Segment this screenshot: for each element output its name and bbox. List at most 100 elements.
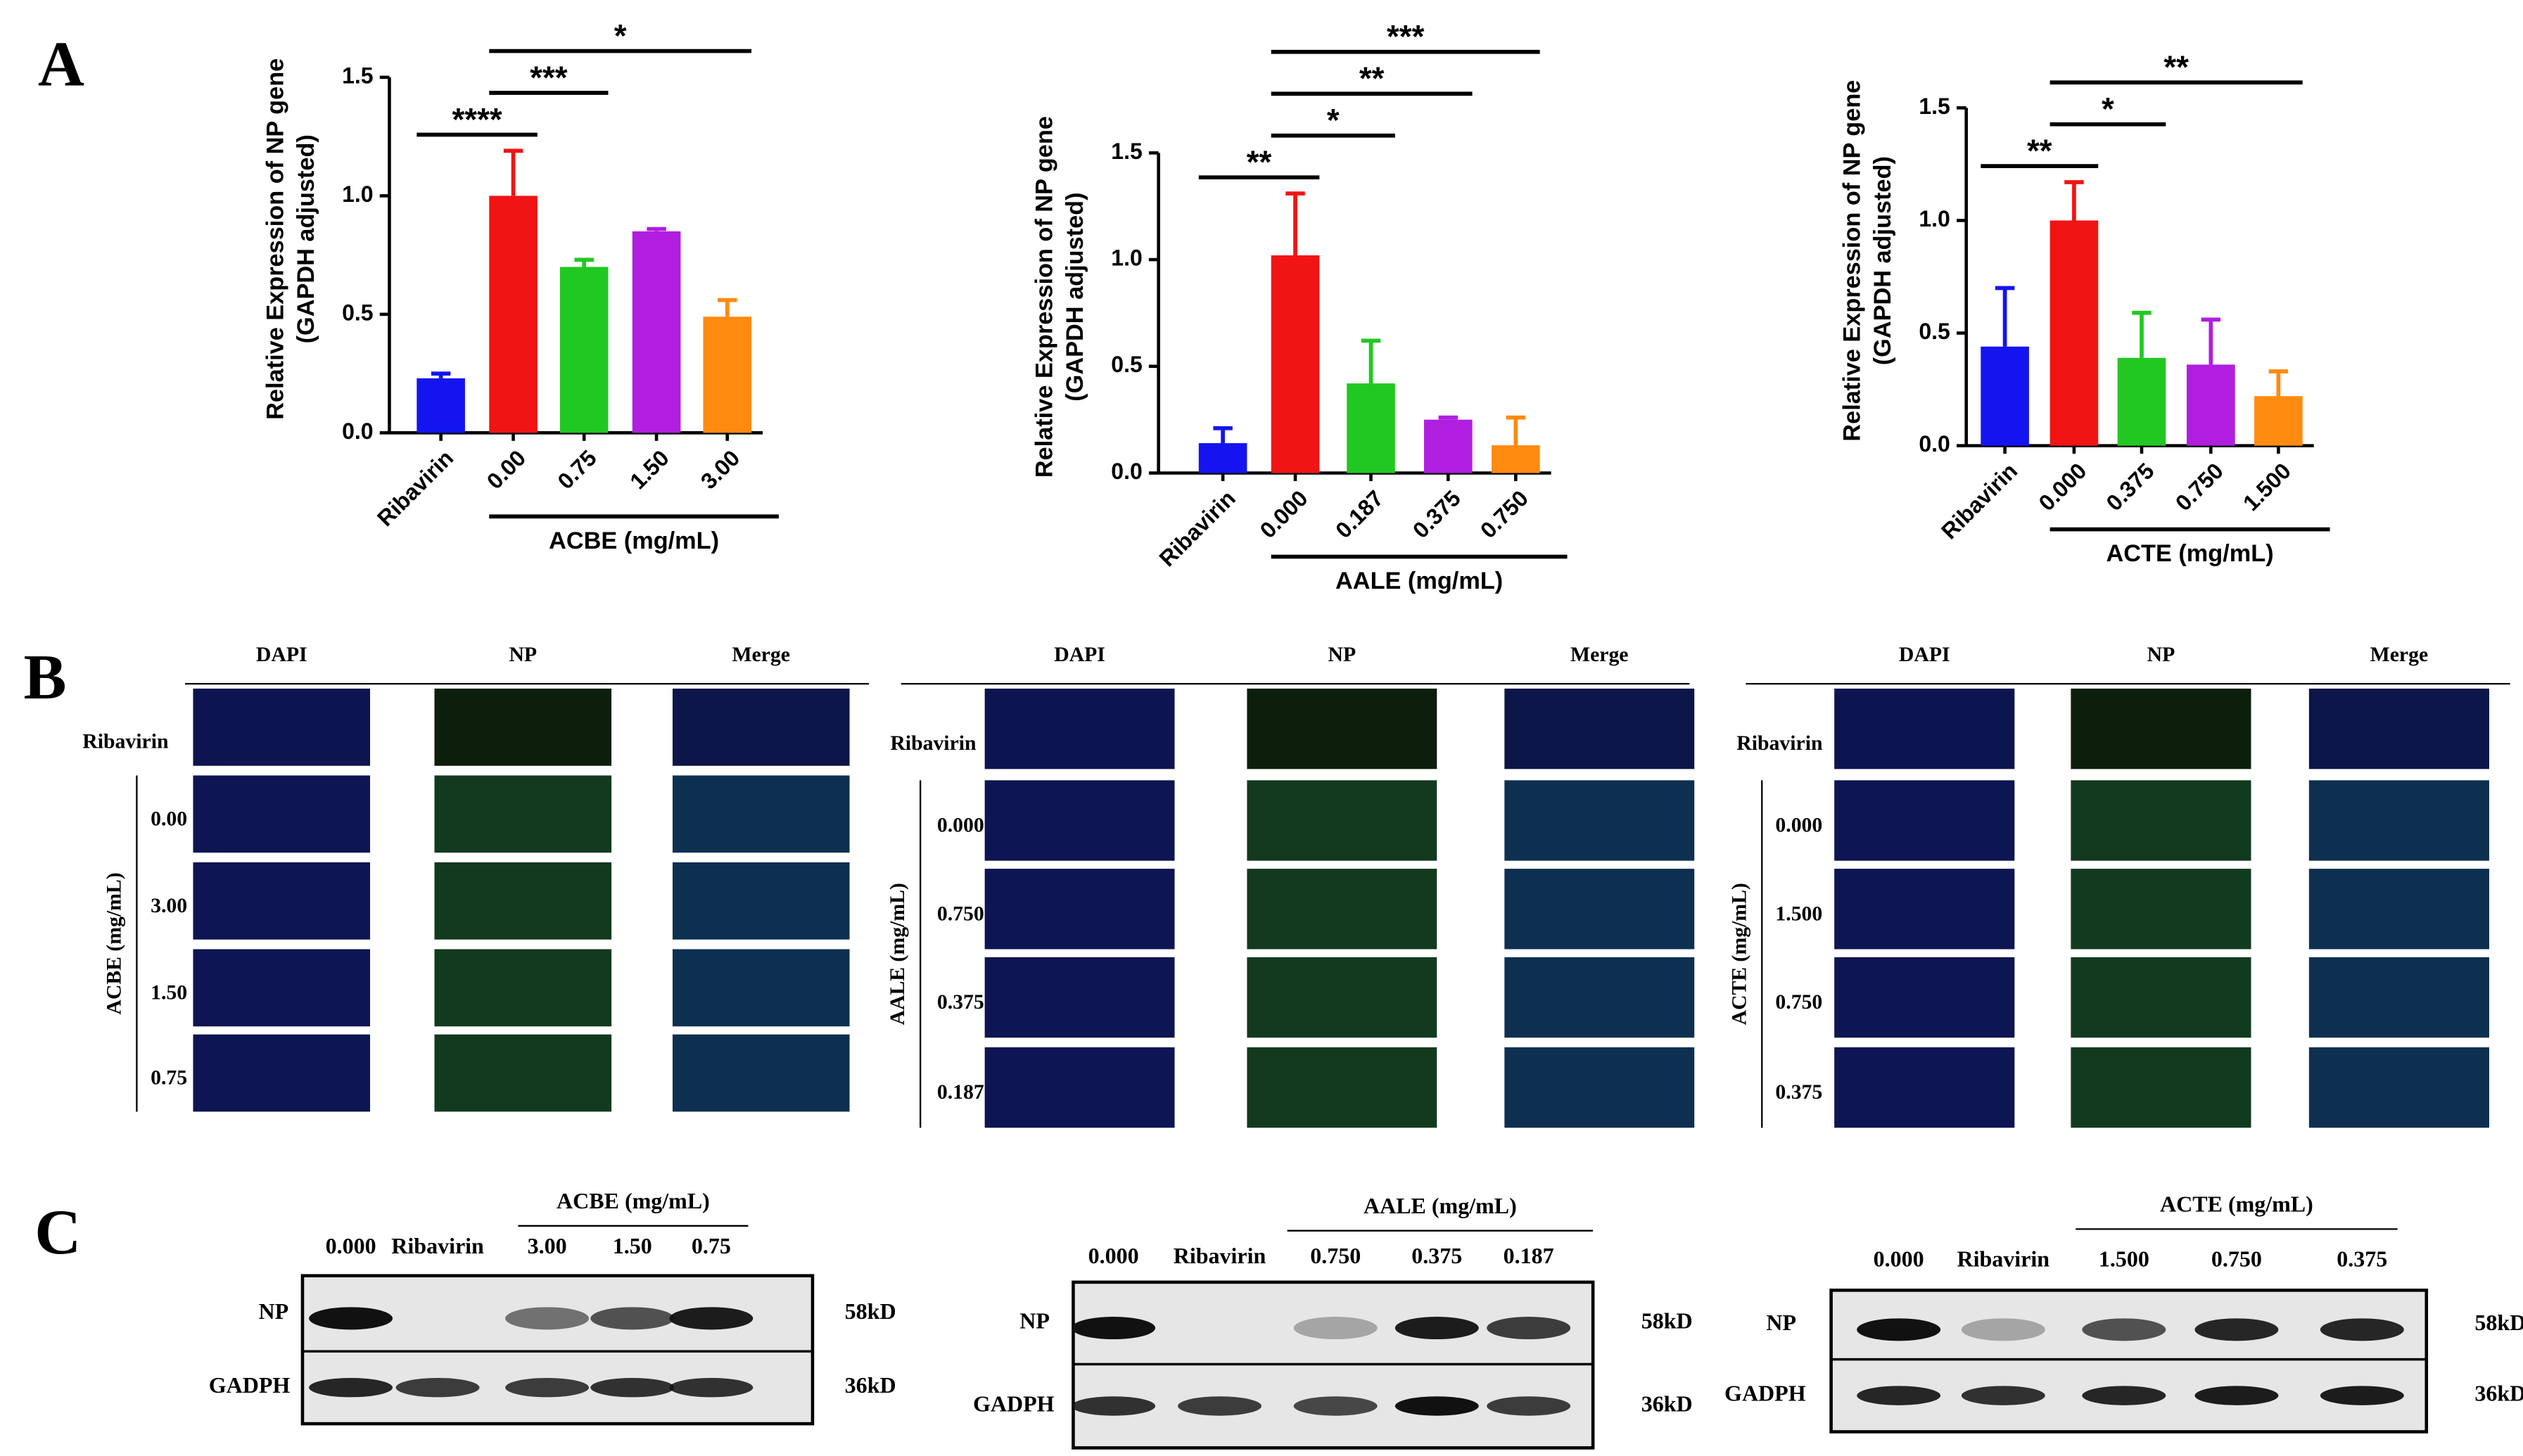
x-tick-label: 0.75 (552, 445, 601, 494)
micrograph (434, 949, 612, 1027)
band (395, 1377, 480, 1398)
row-label: 1.500 (1775, 902, 1822, 925)
error-bar (717, 298, 737, 317)
y-tick-label: 1.0 (1111, 245, 1142, 271)
micrograph (984, 957, 1175, 1038)
lane-label: 3.00 (528, 1233, 567, 1258)
error-bar (647, 226, 666, 231)
error-bar (2064, 180, 2084, 221)
significance-label: ** (1247, 144, 1272, 180)
micrograph (1834, 688, 2015, 769)
x-tick-label: Ribavirin (372, 445, 458, 531)
band (309, 1307, 393, 1330)
panel-label: A (38, 28, 84, 100)
band (1394, 1396, 1479, 1416)
x-tick-label: 0.000 (1255, 485, 1313, 543)
band (2194, 1386, 2279, 1405)
bar (2187, 364, 2235, 446)
band (309, 1377, 393, 1398)
micrograph (2308, 869, 2489, 950)
error-bar (1506, 415, 1526, 446)
error-bar (574, 257, 594, 267)
micrograph (1247, 780, 1437, 861)
micrograph (2308, 780, 2489, 861)
micrograph (1247, 1047, 1437, 1128)
row-label: 0.187 (937, 1081, 984, 1104)
x-tick-label: 0.187 (1330, 485, 1388, 543)
micrograph (2308, 957, 2489, 1038)
error-bar (1361, 338, 1381, 384)
micrograph (672, 775, 850, 853)
micrograph (1834, 957, 2015, 1038)
row-label: 0.375 (1775, 1081, 1822, 1104)
row-label: 0.000 (1775, 814, 1822, 836)
significance-label: * (614, 18, 627, 53)
micrograph (1247, 957, 1437, 1038)
band (505, 1307, 590, 1330)
micrograph (984, 1047, 1175, 1128)
lane-label: Ribavirin (1174, 1243, 1266, 1268)
micrograph (434, 1034, 612, 1112)
size-label: 36kD (1641, 1391, 1693, 1416)
column-label: DAPI (1054, 644, 1105, 666)
lane-label: 0.000 (1088, 1243, 1139, 1268)
bar (2117, 357, 2166, 446)
column-label: DAPI (256, 644, 307, 666)
column-label: DAPI (1899, 644, 1950, 666)
significance-label: *** (1387, 19, 1425, 55)
row-label: Ribavirin (890, 732, 977, 755)
column-label: Merge (732, 644, 790, 666)
lane-label: 0.000 (326, 1233, 376, 1258)
band (1857, 1386, 1941, 1405)
bar (417, 378, 465, 433)
micrograph (2308, 688, 2489, 769)
x-tick-label: Ribavirin (1154, 485, 1240, 571)
significance-label: **** (452, 101, 502, 137)
bar (1347, 383, 1395, 473)
group-label: AALE (mg/mL) (886, 883, 909, 1025)
size-label: 58kD (2474, 1310, 2523, 1335)
group-label: ACTE (mg/mL) (2160, 1192, 2313, 1217)
error-bar (503, 148, 523, 196)
row-label: GADPH (973, 1391, 1055, 1416)
y-tick-label: 0.0 (1919, 431, 1950, 456)
y-tick-label: 0.5 (1919, 319, 1950, 344)
group-label: ACTE (mg/mL) (2106, 540, 2274, 567)
micrograph (1247, 869, 1437, 950)
significance-label: ** (2027, 133, 2052, 169)
error-bar (2268, 369, 2289, 397)
y-axis-label: Relative Expression of NP gene (1031, 116, 1058, 478)
bar (632, 231, 681, 433)
x-tick-label: 0.375 (2102, 458, 2159, 516)
group-label: ACTE (mg/mL) (1728, 883, 1750, 1025)
band (1487, 1396, 1571, 1416)
row-label: 0.750 (1775, 991, 1822, 1014)
band (2082, 1318, 2166, 1341)
micrograph (1834, 869, 2015, 950)
micrograph (1504, 869, 1695, 950)
band (1857, 1318, 1941, 1341)
row-label: 0.00 (151, 807, 187, 830)
band (1072, 1317, 1156, 1340)
row-label: 0.750 (937, 902, 984, 925)
bar (703, 317, 752, 433)
band (1293, 1396, 1378, 1416)
micrograph (193, 688, 371, 766)
significance-label: * (2102, 91, 2114, 127)
y-tick-label: 1.5 (1111, 139, 1142, 164)
x-tick-label: 0.375 (1408, 485, 1466, 543)
row-label: 0.000 (937, 814, 984, 836)
error-bar (1213, 426, 1233, 444)
micrograph (672, 688, 850, 766)
band (505, 1377, 590, 1398)
x-tick-label: 0.750 (1475, 485, 1533, 543)
band (2194, 1318, 2279, 1341)
lane-label: 0.375 (1411, 1243, 1462, 1268)
group-label: ACBE (mg/mL) (103, 872, 125, 1014)
band (1178, 1396, 1262, 1416)
micrograph (193, 949, 371, 1027)
y-tick-label: 1.0 (1919, 206, 1950, 231)
group-label: AALE (mg/mL) (1364, 1193, 1517, 1218)
bar (559, 267, 609, 433)
